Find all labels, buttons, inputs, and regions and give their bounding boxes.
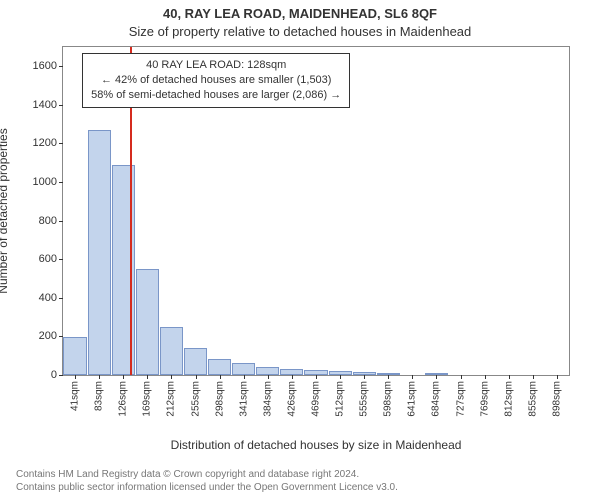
- y-tick-mark: [59, 336, 63, 337]
- bar: [184, 348, 207, 375]
- x-tick-mark: [388, 375, 389, 379]
- bar: [63, 337, 86, 375]
- x-tick-label: 83sqm: [94, 381, 105, 411]
- x-tick-label: 727sqm: [455, 381, 466, 417]
- x-tick-label: 341sqm: [238, 381, 249, 417]
- x-tick-mark: [509, 375, 510, 379]
- bar: [160, 327, 183, 375]
- x-tick-label: 598sqm: [383, 381, 394, 417]
- page-title-line2: Size of property relative to detached ho…: [0, 24, 600, 39]
- y-tick-mark: [59, 182, 63, 183]
- y-tick-label: 600: [17, 253, 63, 265]
- x-tick-label: 298sqm: [214, 381, 225, 417]
- x-tick-label: 855sqm: [527, 381, 538, 417]
- footer-line1: Contains HM Land Registry data © Crown c…: [16, 468, 398, 481]
- x-tick-label: 169sqm: [142, 381, 153, 417]
- y-tick-label: 1000: [17, 176, 63, 188]
- x-tick-label: 684sqm: [431, 381, 442, 417]
- y-axis-title: Number of detached properties: [0, 46, 10, 376]
- x-tick-mark: [412, 375, 413, 379]
- x-tick-mark: [461, 375, 462, 379]
- y-tick-mark: [59, 375, 63, 376]
- y-tick-label: 1600: [17, 60, 63, 72]
- x-tick-mark: [123, 375, 124, 379]
- x-tick-label: 898sqm: [551, 381, 562, 417]
- annotation-line1: 40 RAY LEA ROAD: 128sqm: [91, 58, 341, 73]
- y-tick-mark: [59, 105, 63, 106]
- x-tick-mark: [557, 375, 558, 379]
- x-tick-label: 41sqm: [70, 381, 81, 411]
- y-tick-label: 1200: [17, 137, 63, 149]
- x-tick-mark: [171, 375, 172, 379]
- bar: [208, 359, 231, 375]
- y-tick-label: 0: [17, 369, 63, 381]
- x-tick-mark: [316, 375, 317, 379]
- y-tick-mark: [59, 66, 63, 67]
- x-tick-label: 255sqm: [190, 381, 201, 417]
- plot-area: 02004006008001000120014001600 41sqm83sqm…: [62, 46, 570, 376]
- footer: Contains HM Land Registry data © Crown c…: [16, 468, 398, 494]
- y-tick-mark: [59, 298, 63, 299]
- y-tick-mark: [59, 143, 63, 144]
- x-axis-title: Distribution of detached houses by size …: [62, 438, 570, 452]
- annotation-box: 40 RAY LEA ROAD: 128sqm ← 42% of detache…: [82, 53, 350, 108]
- x-tick-label: 212sqm: [166, 381, 177, 417]
- y-tick-mark: [59, 221, 63, 222]
- y-tick-label: 800: [17, 215, 63, 227]
- x-tick-label: 384sqm: [262, 381, 273, 417]
- x-tick-label: 469sqm: [311, 381, 322, 417]
- x-tick-label: 512sqm: [335, 381, 346, 417]
- x-tick-label: 426sqm: [286, 381, 297, 417]
- x-tick-mark: [340, 375, 341, 379]
- x-tick-mark: [147, 375, 148, 379]
- bar: [136, 269, 159, 375]
- x-tick-label: 126sqm: [118, 381, 129, 417]
- x-tick-label: 641sqm: [407, 381, 418, 417]
- y-tick-mark: [59, 259, 63, 260]
- page-title-line1: 40, RAY LEA ROAD, MAIDENHEAD, SL6 8QF: [0, 6, 600, 21]
- x-tick-label: 555sqm: [359, 381, 370, 417]
- x-tick-label: 812sqm: [503, 381, 514, 417]
- bar: [256, 367, 279, 375]
- annotation-line2: ← 42% of detached houses are smaller (1,…: [91, 73, 341, 88]
- x-tick-mark: [99, 375, 100, 379]
- x-tick-mark: [485, 375, 486, 379]
- x-tick-mark: [244, 375, 245, 379]
- chart-container: 40, RAY LEA ROAD, MAIDENHEAD, SL6 8QF Si…: [0, 0, 600, 500]
- x-tick-mark: [533, 375, 534, 379]
- x-tick-mark: [196, 375, 197, 379]
- annotation-line3: 58% of semi-detached houses are larger (…: [91, 88, 341, 103]
- footer-line2: Contains public sector information licen…: [16, 481, 398, 494]
- x-tick-mark: [436, 375, 437, 379]
- bar: [88, 130, 111, 375]
- y-tick-label: 200: [17, 330, 63, 342]
- x-tick-mark: [292, 375, 293, 379]
- x-tick-mark: [268, 375, 269, 379]
- x-tick-mark: [75, 375, 76, 379]
- x-tick-label: 769sqm: [479, 381, 490, 417]
- y-tick-label: 1400: [17, 99, 63, 111]
- bar: [232, 363, 255, 375]
- y-tick-label: 400: [17, 292, 63, 304]
- x-tick-mark: [220, 375, 221, 379]
- x-tick-mark: [364, 375, 365, 379]
